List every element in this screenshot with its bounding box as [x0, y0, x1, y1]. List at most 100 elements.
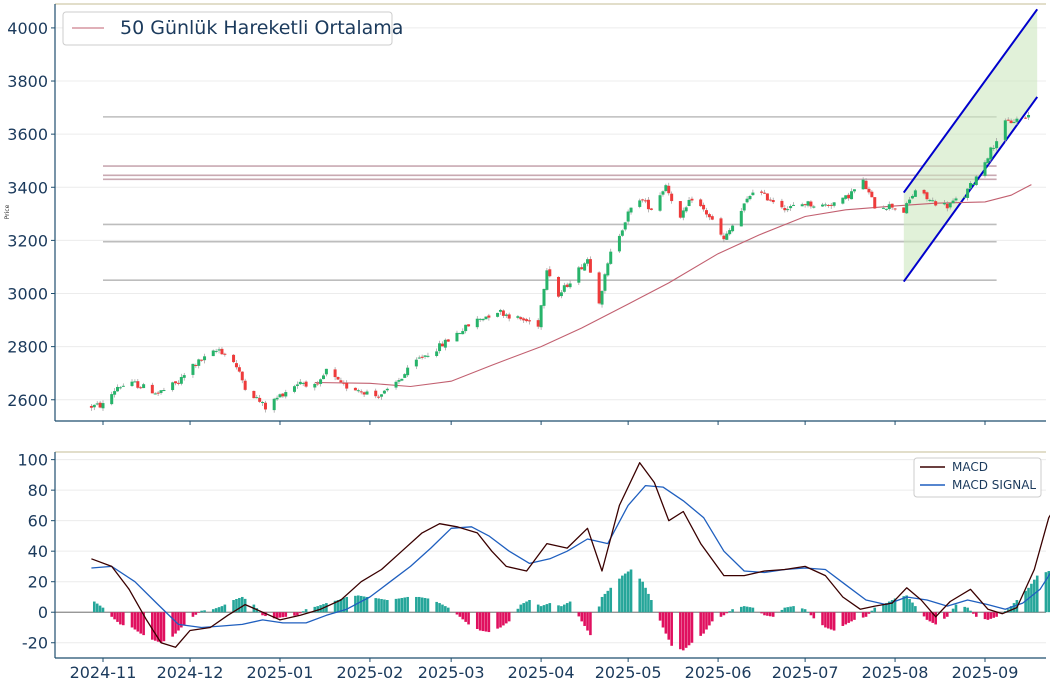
- candle-body: [786, 209, 790, 211]
- candle-body: [687, 199, 691, 207]
- histogram-bar: [963, 606, 966, 613]
- candle-body: [498, 309, 502, 312]
- candle-body: [516, 316, 520, 318]
- histogram-bar: [841, 612, 845, 626]
- candle-body: [667, 185, 671, 194]
- histogram-bar: [708, 612, 711, 626]
- candle-body: [382, 390, 386, 394]
- histogram-bar: [809, 612, 813, 616]
- candle-body: [446, 339, 450, 342]
- candle-body: [852, 189, 856, 192]
- candle-body: [385, 388, 389, 391]
- histogram-bar: [934, 612, 937, 625]
- candle-body: [765, 193, 769, 201]
- histogram-bar: [507, 612, 511, 622]
- candle-body: [989, 147, 993, 160]
- candle-body: [823, 204, 827, 206]
- candle-body: [768, 199, 772, 201]
- histogram-bar: [136, 612, 140, 632]
- histogram-bar: [966, 607, 969, 613]
- macd-tick-label: 100: [17, 451, 48, 470]
- candle-body: [272, 398, 276, 411]
- candle-body: [182, 375, 186, 378]
- candle-body: [745, 198, 749, 203]
- histogram-bar: [690, 612, 694, 643]
- candle-body: [586, 259, 590, 264]
- histogram-bar: [893, 598, 897, 613]
- x-tick-label: 2025-01: [247, 663, 314, 682]
- macd-x-ticks: 2024-11 2024-12 2025-01 2025-02 2025-03 2025-…: [70, 658, 1018, 682]
- histogram-bar: [844, 612, 848, 625]
- histogram-bar: [235, 598, 238, 613]
- candle-body: [525, 319, 529, 322]
- candle-body: [345, 382, 349, 389]
- histogram-bar: [548, 603, 552, 613]
- histogram-bar: [374, 598, 378, 613]
- candle-body: [284, 392, 288, 397]
- histogram-bar: [925, 612, 929, 620]
- x-tick-label: 2025-04: [508, 663, 575, 682]
- histogram-bar: [853, 612, 856, 620]
- candle-body: [748, 196, 752, 200]
- histogram-bar: [986, 612, 990, 620]
- candle-body: [704, 210, 708, 215]
- candle-body: [542, 288, 546, 306]
- candle-body: [557, 276, 561, 297]
- candle-body: [400, 378, 404, 381]
- candle-body: [942, 202, 946, 205]
- candle-body: [232, 354, 236, 363]
- histogram-bar: [438, 603, 441, 613]
- histogram-bar: [397, 598, 401, 613]
- histogram-bar: [278, 612, 282, 618]
- candle-body: [884, 208, 888, 210]
- candle-body: [116, 386, 120, 392]
- candle-body: [783, 208, 787, 211]
- candle-body: [342, 382, 346, 384]
- histogram-bar: [435, 601, 438, 613]
- histogram-bar: [333, 600, 337, 613]
- candle-body: [597, 272, 601, 304]
- price-tick-label: 3000: [7, 285, 48, 304]
- histogram-bar: [238, 597, 241, 613]
- candle-body: [678, 201, 682, 218]
- candle-body: [414, 359, 418, 367]
- price-tick-label: 3200: [7, 231, 48, 250]
- histogram-bar: [725, 612, 729, 614]
- candle-body: [580, 267, 584, 270]
- histogram-bar: [565, 603, 569, 613]
- candle-body: [258, 397, 262, 402]
- histogram-bar: [945, 612, 949, 617]
- histogram-bar: [887, 601, 891, 613]
- histogram-bar: [931, 612, 935, 623]
- candle-body: [130, 381, 134, 386]
- histogram-bar: [995, 612, 998, 617]
- candle-body: [873, 197, 877, 209]
- candle-body: [440, 343, 444, 347]
- histogram-bar: [296, 612, 299, 616]
- histogram-bar: [542, 605, 546, 613]
- histogram-bar: [1027, 587, 1030, 613]
- candle-body: [603, 274, 607, 291]
- histogram-bar: [174, 612, 177, 634]
- channel-fill: [903, 9, 1038, 282]
- histogram-bar: [113, 612, 116, 620]
- histogram-bar: [789, 606, 792, 613]
- candle-body: [281, 393, 285, 397]
- candle-body: [963, 196, 967, 198]
- candle-body: [670, 193, 674, 202]
- histogram-bar: [850, 612, 853, 622]
- histogram-bar: [92, 601, 96, 613]
- candle-body: [609, 251, 613, 264]
- histogram-bar: [502, 612, 505, 626]
- histogram-bar: [589, 612, 592, 636]
- histogram-bar: [130, 612, 134, 628]
- candle-body: [464, 324, 468, 332]
- histogram-bar: [885, 603, 888, 613]
- candle-body: [568, 283, 572, 288]
- candle-body: [861, 179, 865, 190]
- histogram-bar: [101, 607, 105, 613]
- legend-signal-label: MACD SIGNAL: [952, 478, 1036, 492]
- candle-body: [304, 381, 308, 387]
- histogram-bar: [890, 600, 894, 613]
- histogram-bar: [922, 612, 926, 617]
